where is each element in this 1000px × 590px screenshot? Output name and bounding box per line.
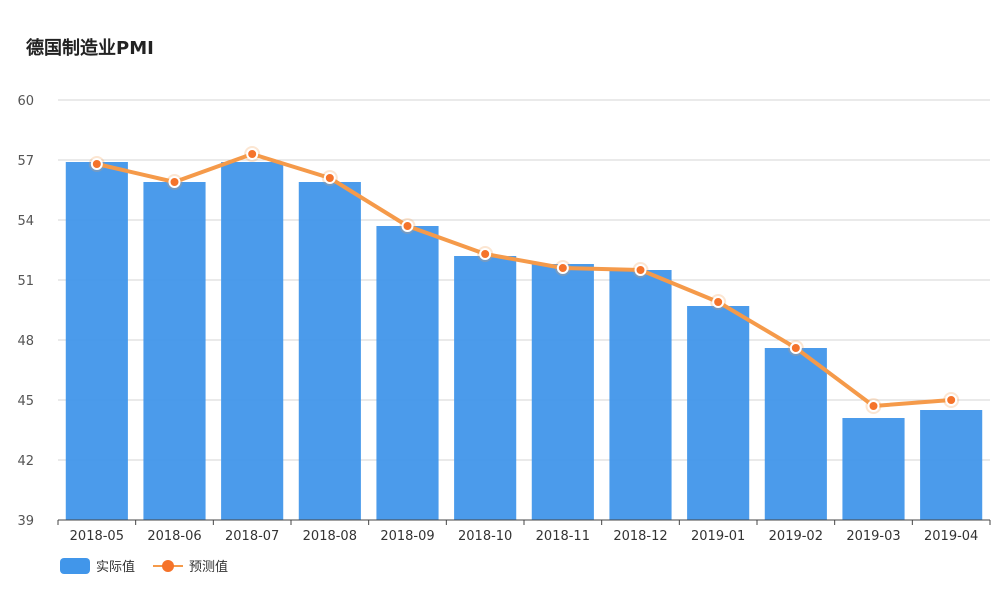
forecast-line (94, 152, 954, 408)
bar (143, 182, 206, 520)
x-tick-label: 2018-09 (380, 529, 434, 544)
legend-label-actual: 实际值 (96, 560, 136, 575)
forecast-point (401, 220, 414, 232)
y-tick-label: 60 (17, 94, 34, 109)
bar (376, 226, 439, 520)
forecast-point (479, 248, 492, 260)
forecast-point (168, 176, 181, 188)
legend-item-actual[interactable]: 实际值 (60, 556, 135, 575)
forecast-point (323, 172, 336, 184)
forecast-point (634, 264, 647, 276)
y-tick-label: 54 (17, 214, 34, 229)
forecast-point (712, 296, 725, 308)
bar (920, 410, 983, 520)
legend: 实际值 预测值 (60, 556, 246, 575)
legend-line-swatch (153, 558, 184, 574)
forecast-point (246, 148, 259, 160)
bar (454, 256, 517, 520)
legend-bar-swatch (60, 557, 90, 574)
bar (531, 264, 594, 520)
chart-title: 德国制造业PMI (26, 38, 154, 59)
bar (609, 270, 672, 520)
x-tick-label: 2019-04 (924, 529, 978, 544)
bar (842, 418, 905, 520)
bar (298, 182, 361, 520)
bar (687, 306, 750, 520)
x-tick-label: 2019-03 (846, 529, 900, 544)
y-tick-label: 57 (17, 154, 34, 169)
forecast-point (789, 342, 802, 354)
x-tick-label: 2019-01 (691, 529, 745, 544)
x-tick-label: 2018-06 (147, 529, 201, 544)
x-tick-label: 2018-10 (458, 529, 512, 544)
y-tick-label: 39 (17, 514, 34, 529)
y-tick-label: 42 (17, 454, 34, 469)
x-tick-label: 2018-12 (613, 529, 667, 544)
forecast-point (90, 158, 103, 170)
forecast-point (556, 262, 569, 274)
legend-item-forecast[interactable]: 预测值 (153, 556, 228, 575)
y-tick-label: 45 (17, 394, 34, 409)
bar (221, 162, 284, 520)
forecast-point (945, 394, 958, 406)
y-tick-label: 48 (17, 334, 34, 349)
y-tick-label: 51 (17, 274, 34, 289)
x-tick-label: 2019-02 (769, 529, 823, 544)
x-tick-label: 2018-05 (70, 529, 124, 544)
x-tick-label: 2018-11 (536, 529, 590, 544)
x-tick-label: 2018-07 (225, 529, 279, 544)
legend-label-forecast: 预测值 (189, 560, 229, 575)
forecast-point (867, 400, 880, 412)
bar (764, 348, 827, 520)
bar (65, 162, 128, 520)
x-tick-label: 2018-08 (303, 529, 357, 544)
